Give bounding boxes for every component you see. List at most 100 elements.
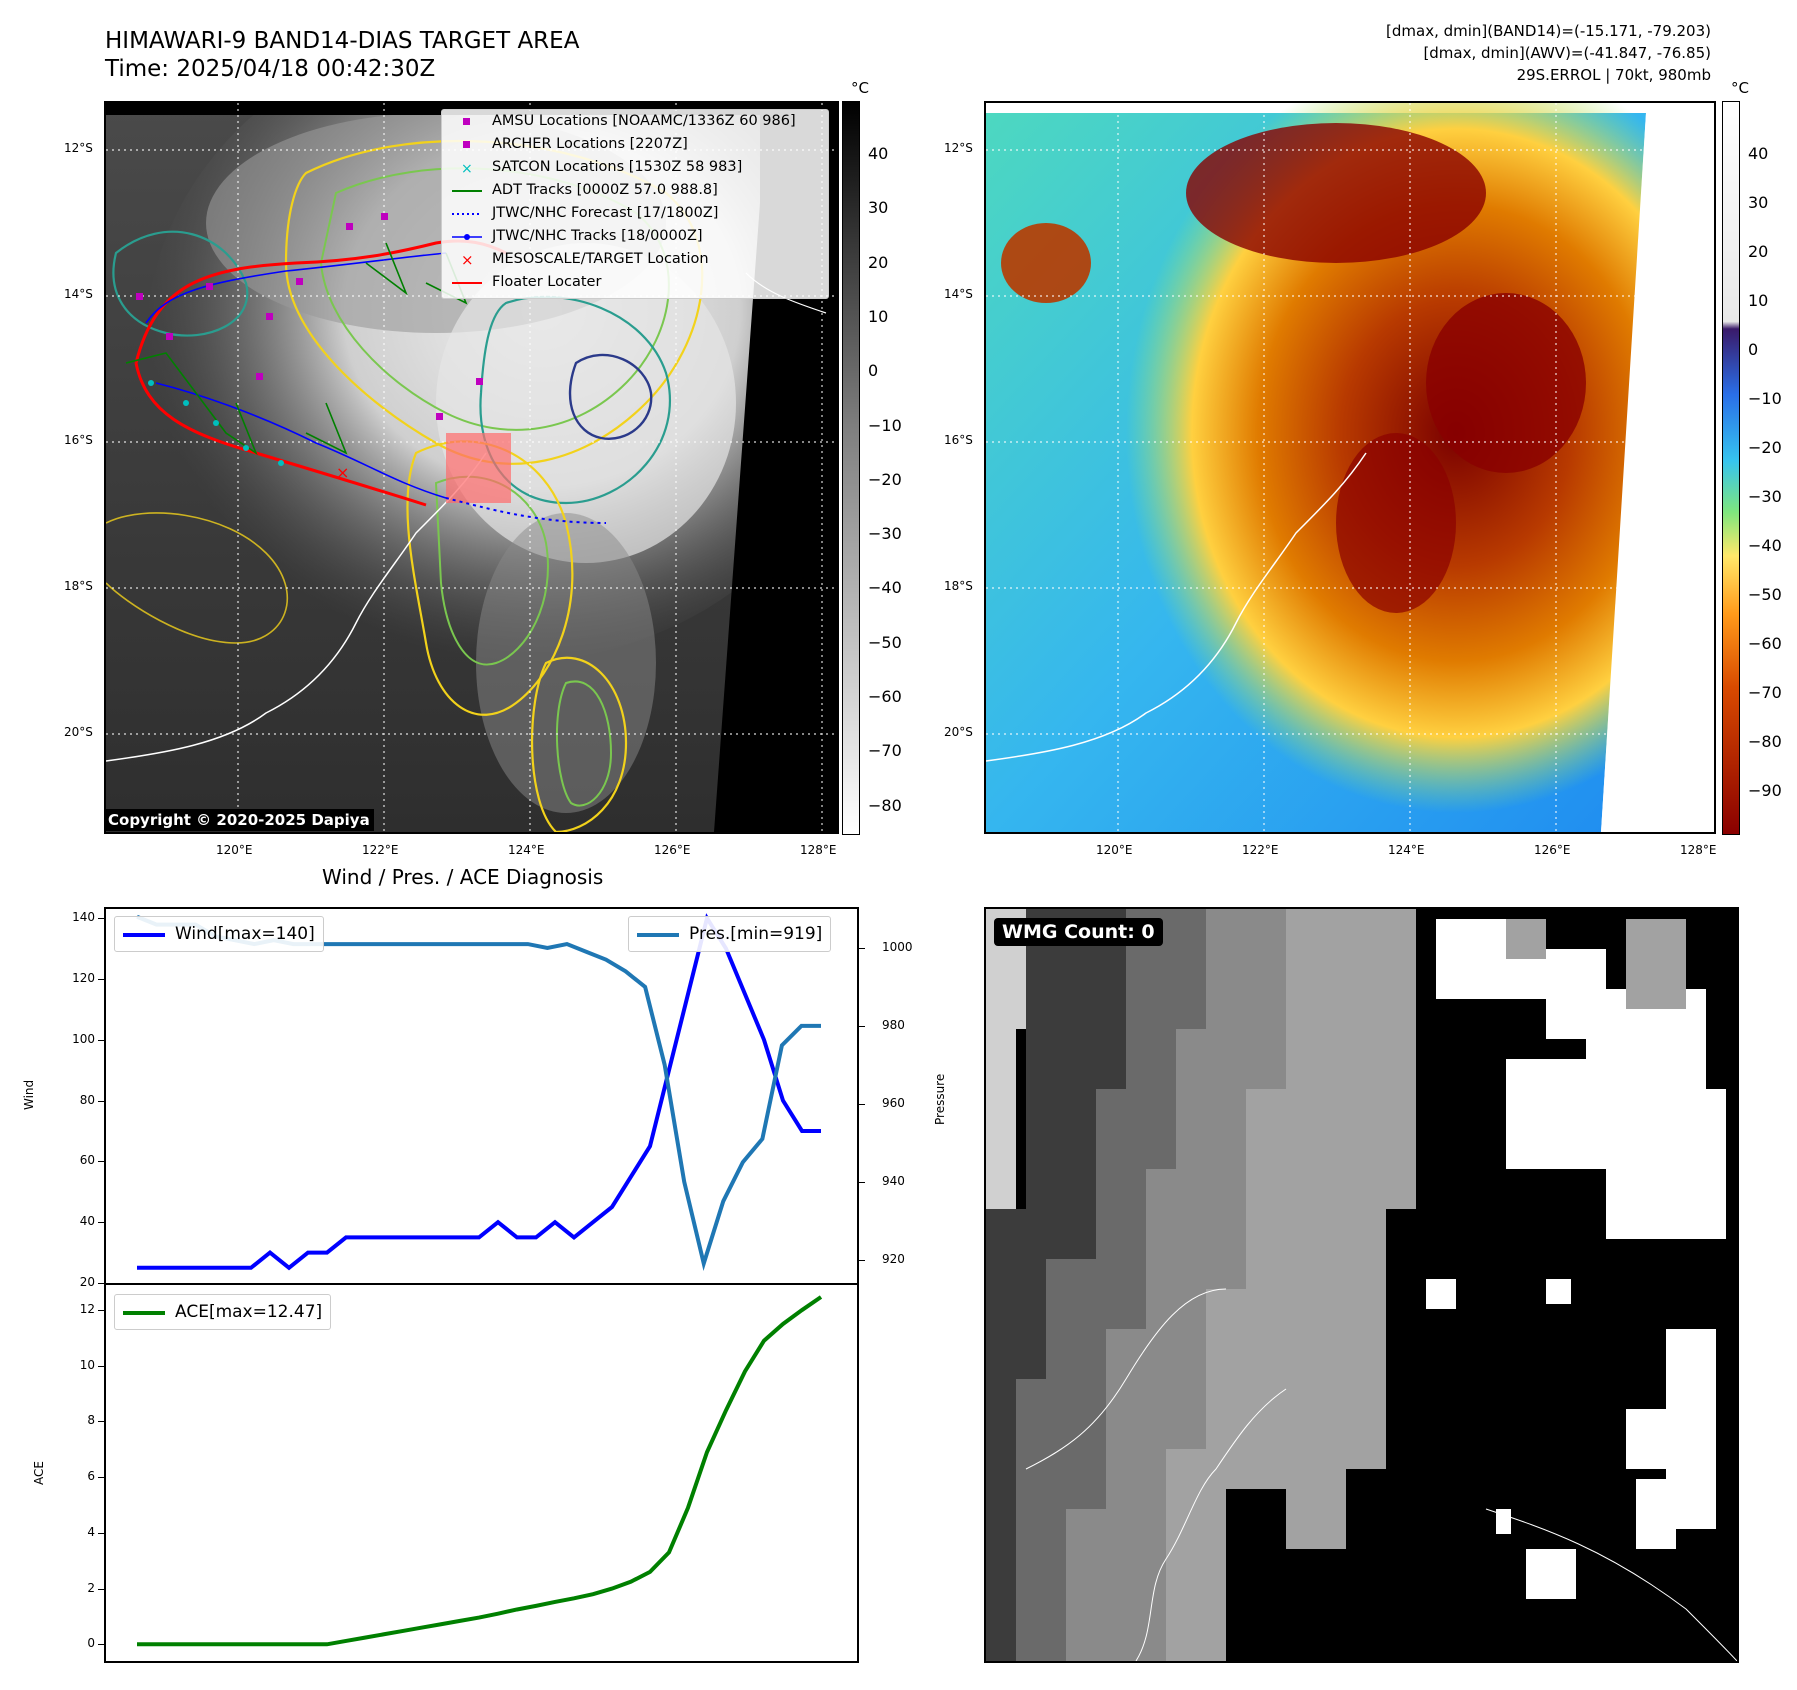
pressure-tick-mark xyxy=(859,1025,865,1027)
lat-label-14s-2: 14°S xyxy=(944,287,973,301)
wmg-imagery xyxy=(986,909,1737,1661)
ace-legend: ACE[max=12.47] xyxy=(114,1294,332,1330)
gray-colorbar-tick: −20 xyxy=(868,469,902,489)
wind-tick-mark xyxy=(98,1100,104,1102)
gray-colorbar-tick: 40 xyxy=(868,144,889,163)
square-marker-icon xyxy=(450,133,484,156)
wind-tick-label: 100 xyxy=(72,1031,95,1046)
svg-text:×: × xyxy=(461,161,473,177)
gray-colorbar-tick: 20 xyxy=(868,252,889,272)
ace-legend-label: ACE[max=12.47] xyxy=(175,1302,323,1322)
color-map-imagery xyxy=(986,103,1714,832)
ace-tick-mark xyxy=(98,1644,104,1646)
storm-info: 29S.ERROL | 70kt, 980mb xyxy=(1516,66,1711,84)
wind-tick-mark xyxy=(98,1222,104,1224)
dotted-line-icon xyxy=(450,202,484,225)
wind-tick-mark xyxy=(98,918,104,920)
ace-svg xyxy=(137,1295,823,1647)
ace-tick-label: 2 xyxy=(87,1580,95,1595)
lon-label-128e-2: 128°E xyxy=(1680,843,1717,857)
wind-pressure-svg xyxy=(136,913,821,1272)
ace-tick-mark xyxy=(98,1477,104,1479)
gray-colorbar-tick: −60 xyxy=(868,687,902,706)
line-marker-icon xyxy=(450,271,484,294)
pressure-legend-label: Pres.[min=919] xyxy=(689,924,823,944)
lon-label-124e-2: 124°E xyxy=(1388,843,1425,857)
line-marker-icon xyxy=(450,179,484,202)
wind-tick-label: 20 xyxy=(79,1275,95,1289)
legend-adt: ADT Tracks [0000Z 57.0 988.8] xyxy=(492,182,718,198)
x-marker-icon: × xyxy=(450,248,484,271)
awv-range-info: [dmax, dmin](AWV)=(-41.847, -76.85) xyxy=(1423,44,1711,62)
gray-colorbar-unit: °C xyxy=(851,79,869,97)
wind-tick-mark xyxy=(98,1039,104,1041)
figure-title: HIMAWARI-9 BAND14-DIAS TARGET AREA xyxy=(105,28,580,54)
color-colorbar xyxy=(1722,101,1740,835)
wind-tick-label: 60 xyxy=(79,1153,95,1168)
color-colorbar-tick: 30 xyxy=(1748,193,1769,212)
ace-tick-mark xyxy=(98,1365,104,1367)
lat-label-12s-2: 12°S xyxy=(944,141,973,155)
gray-colorbar-tick: 10 xyxy=(868,306,889,326)
lon-label-126e-2: 126°E xyxy=(1534,843,1571,857)
color-colorbar-unit: °C xyxy=(1731,79,1749,97)
legend-forecast: JTWC/NHC Forecast [17/1800Z] xyxy=(492,205,719,221)
gray-colorbar-tick: 0 xyxy=(868,361,879,381)
gray-colorbar-tick: −50 xyxy=(868,632,902,652)
pressure-tick-label: 960 xyxy=(882,1095,905,1110)
color-colorbar-tick: −80 xyxy=(1748,732,1782,751)
wind-legend: Wind[max=140] xyxy=(114,916,324,952)
pressure-tick-label: 920 xyxy=(882,1251,905,1266)
lat-label-18s-2: 18°S xyxy=(944,579,973,593)
pressure-tick-label: 940 xyxy=(882,1173,905,1188)
ace-series-line xyxy=(137,1295,823,1647)
ace-tick-mark xyxy=(98,1310,104,1312)
color-colorbar-tick: −60 xyxy=(1748,634,1782,653)
color-colorbar-tick: 20 xyxy=(1748,242,1769,261)
legend-amsu: AMSU Locations [NOAAMC/1336Z 60 986] xyxy=(492,113,796,129)
lat-label-20s-2: 20°S xyxy=(944,725,973,739)
gray-colorbar-tick: −40 xyxy=(868,578,902,598)
gray-colorbar-tick: −10 xyxy=(868,415,902,435)
color-colorbar-tick: 0 xyxy=(1748,340,1759,359)
color-colorbar-tick: −90 xyxy=(1748,781,1782,800)
wind-tick-mark xyxy=(98,1283,104,1284)
wmg-panel xyxy=(984,907,1739,1663)
ace-tick-label: 12 xyxy=(79,1302,95,1317)
color-colorbar-tick: −50 xyxy=(1748,585,1782,604)
ace-tick-label: 10 xyxy=(79,1357,95,1372)
wind-tick-label: 120 xyxy=(72,970,95,985)
band14-range-info: [dmax, dmin](BAND14)=(-15.171, -79.203) xyxy=(1386,22,1711,40)
diagnosis-title: Wind / Pres. / ACE Diagnosis xyxy=(322,865,604,889)
square-marker-icon xyxy=(450,110,484,133)
pressure-tick-label: 1000 xyxy=(882,939,913,954)
wind-legend-label: Wind[max=140] xyxy=(175,924,315,944)
color-colorbar-tick: −30 xyxy=(1748,487,1782,506)
gray-colorbar-tick: −80 xyxy=(868,795,902,815)
gray-colorbar-tick: 30 xyxy=(868,198,889,218)
pressure-tick-mark xyxy=(859,1259,865,1261)
svg-text:×: × xyxy=(336,463,349,482)
lat-label-16s-2: 16°S xyxy=(944,433,973,447)
color-colorbar-tick: −40 xyxy=(1748,536,1782,555)
lon-label-120e-2: 120°E xyxy=(1096,843,1133,857)
gray-colorbar-tick: −70 xyxy=(868,741,902,761)
ace-axis-label: ACE xyxy=(32,1461,46,1485)
color-colorbar-tick: 40 xyxy=(1748,144,1769,163)
ace-tick-mark xyxy=(98,1588,104,1590)
ace-tick-label: 4 xyxy=(87,1524,95,1539)
lon-label-120e: 120°E xyxy=(216,843,253,857)
x-marker-icon: × xyxy=(450,156,484,179)
legend-satcon: SATCON Locations [1530Z 58 983] xyxy=(492,159,743,175)
ace-plot xyxy=(104,1283,859,1663)
wind-tick-label: 40 xyxy=(79,1214,95,1229)
pressure-series-line xyxy=(136,914,821,1272)
pressure-legend-swatch xyxy=(637,933,679,937)
figure-time: Time: 2025/04/18 00:42:30Z xyxy=(105,56,436,82)
wind-axis-label: Wind xyxy=(22,1079,36,1110)
pressure-tick-mark xyxy=(859,1103,865,1105)
gray-colorbar xyxy=(842,101,860,835)
lon-label-128e: 128°E xyxy=(800,843,837,857)
color-colorbar-tick: −20 xyxy=(1748,438,1782,457)
color-colorbar-tick: 10 xyxy=(1748,291,1769,310)
